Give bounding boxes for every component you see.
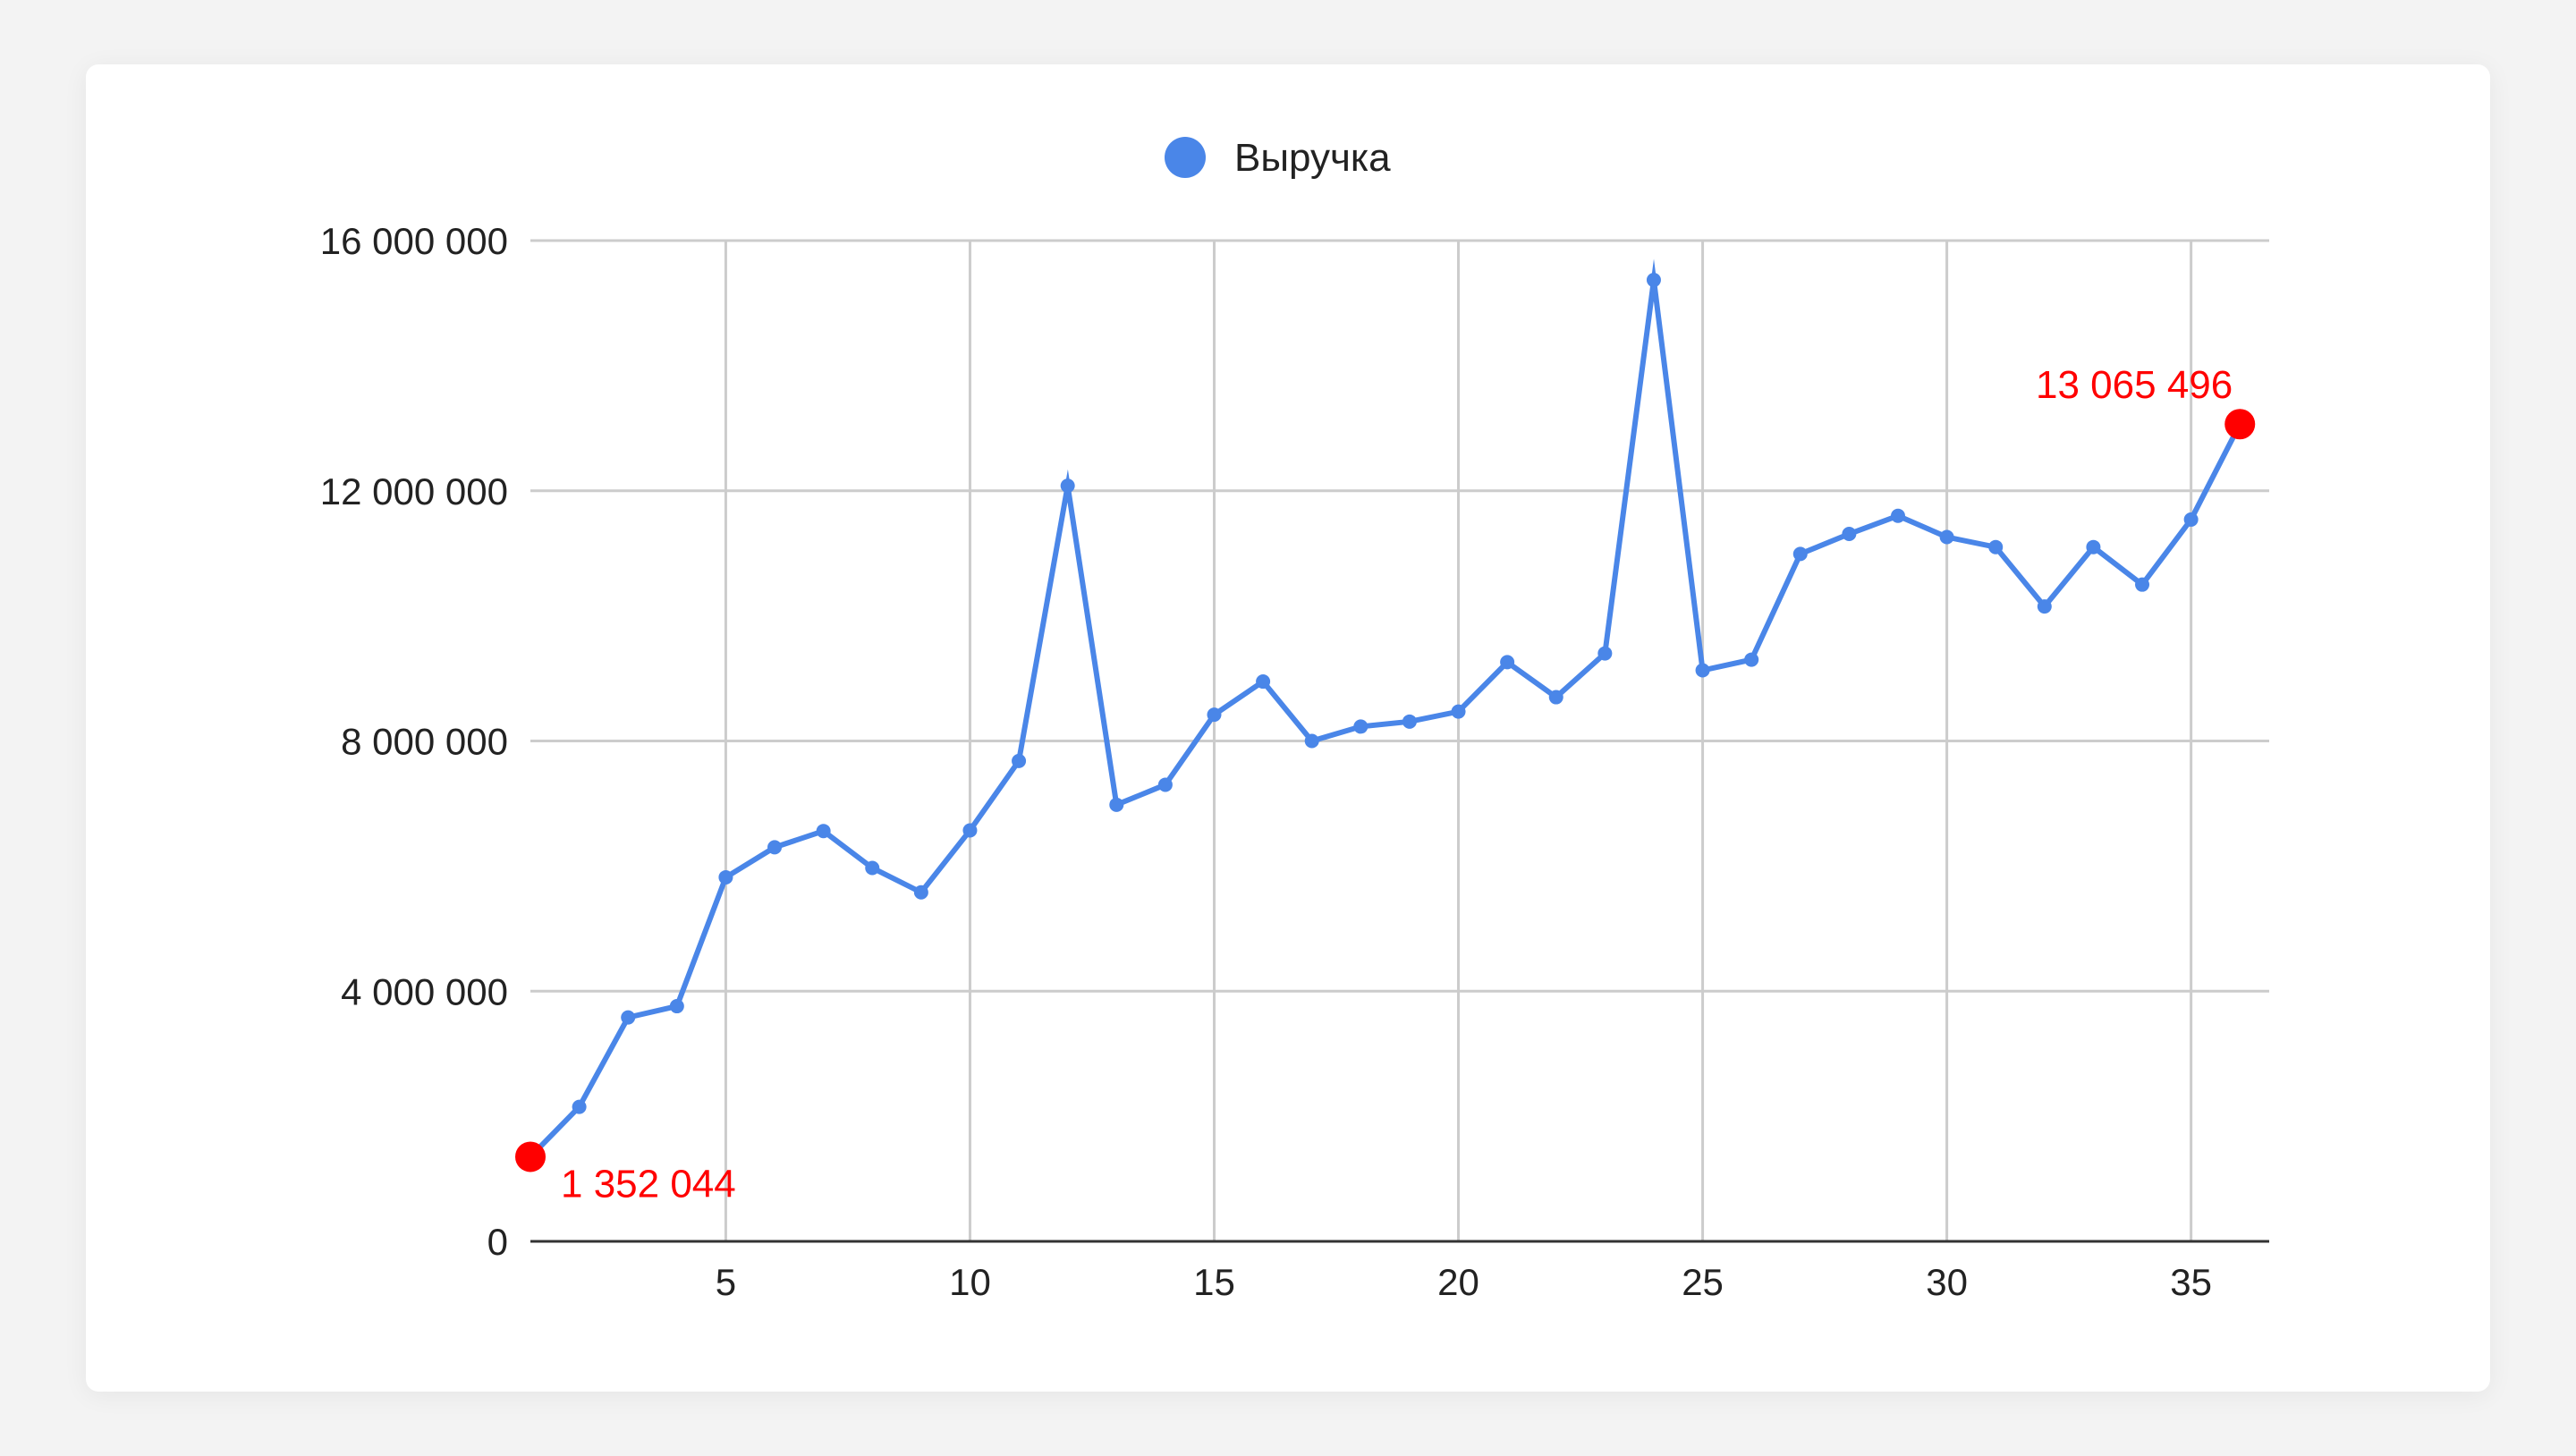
axes: 0 4 000 000 8 000 000 12 000 000 16 000 000 5… (320, 220, 2269, 1303)
y-tick-label: 0 (487, 1221, 508, 1263)
data-point[interactable] (1353, 719, 1368, 734)
data-point[interactable] (718, 869, 733, 885)
data-point[interactable] (1304, 733, 1319, 749)
data-point[interactable] (1451, 704, 1466, 719)
data-point[interactable] (1988, 539, 2004, 554)
x-tick-label: 35 (2170, 1261, 2212, 1303)
data-point[interactable] (1890, 508, 1905, 523)
data-point[interactable] (1402, 714, 1417, 729)
data-point[interactable] (1012, 753, 1027, 768)
data-point[interactable] (1646, 273, 1661, 288)
data-point[interactable] (1695, 663, 1710, 678)
data-point[interactable] (1744, 652, 1759, 667)
data-point[interactable] (1157, 777, 1173, 792)
data-point[interactable] (767, 840, 783, 855)
legend-label-revenue: Выручка (1234, 136, 1391, 180)
chart-card (86, 64, 2490, 1392)
data-point[interactable] (913, 885, 928, 900)
series-line-group (523, 258, 2248, 1164)
annotation-label: 1 352 044 (561, 1162, 736, 1206)
legend[interactable]: Выручка (1165, 136, 1391, 180)
highlight-point[interactable] (2224, 409, 2256, 440)
data-point[interactable] (1842, 527, 1857, 542)
annotation-label: 13 065 496 (2036, 363, 2233, 407)
data-point[interactable] (1207, 707, 1222, 723)
data-point[interactable] (1597, 646, 1613, 661)
data-point[interactable] (1939, 529, 1954, 545)
y-tick-label: 12 000 000 (320, 470, 508, 512)
data-point[interactable] (1109, 797, 1124, 812)
data-point[interactable] (2037, 599, 2052, 614)
series-line-revenue (528, 258, 2242, 1159)
x-tick-label: 10 (949, 1261, 991, 1303)
data-point[interactable] (1060, 478, 1075, 494)
data-point[interactable] (572, 1099, 587, 1114)
data-point[interactable] (865, 860, 880, 876)
data-point[interactable] (1500, 655, 1515, 670)
x-tick-label: 15 (1193, 1261, 1235, 1303)
data-point[interactable] (2086, 539, 2101, 554)
y-tick-label: 4 000 000 (341, 970, 508, 1012)
data-point[interactable] (621, 1010, 636, 1025)
legend-swatch-revenue (1165, 137, 1206, 178)
x-tick-label: 25 (1682, 1261, 1724, 1303)
x-tick-label: 20 (1437, 1261, 1479, 1303)
data-point[interactable] (1548, 690, 1563, 705)
y-tick-label: 8 000 000 (341, 721, 508, 763)
x-tick-label: 5 (716, 1261, 736, 1303)
grid-lines (530, 239, 2269, 1241)
data-point[interactable] (816, 824, 831, 839)
highlight-point[interactable] (515, 1141, 546, 1172)
data-point[interactable] (1792, 546, 1808, 562)
y-tick-label: 16 000 000 (320, 220, 508, 262)
data-point[interactable] (1256, 674, 1271, 690)
data-point[interactable] (962, 823, 978, 838)
data-point[interactable] (669, 999, 684, 1014)
data-point[interactable] (2183, 512, 2199, 527)
annotations: 1 352 044 13 065 496 (515, 363, 2256, 1206)
x-tick-label: 30 (1926, 1261, 1968, 1303)
data-point[interactable] (2135, 577, 2150, 592)
